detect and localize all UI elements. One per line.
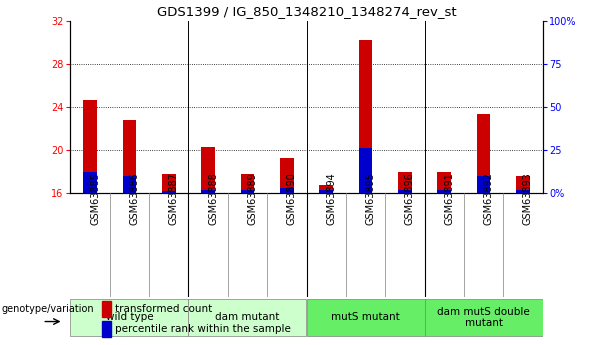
Text: GSM63894: GSM63894 — [326, 172, 336, 225]
Bar — [102, 301, 110, 317]
Text: GSM63887: GSM63887 — [169, 172, 179, 225]
Title: GDS1399 / IG_850_1348210_1348274_rev_st: GDS1399 / IG_850_1348210_1348274_rev_st — [157, 5, 456, 18]
Bar — [437, 190, 451, 193]
Text: GSM63893: GSM63893 — [523, 172, 533, 225]
Text: dam mutS double
mutant: dam mutS double mutant — [437, 307, 530, 328]
Text: wild type: wild type — [105, 313, 153, 322]
Text: GSM63891: GSM63891 — [444, 172, 454, 225]
Bar — [306, 299, 424, 336]
Bar — [70, 299, 189, 336]
Text: GSM63886: GSM63886 — [129, 172, 140, 225]
Text: GSM63888: GSM63888 — [208, 172, 218, 225]
Bar — [123, 120, 136, 193]
Bar — [201, 147, 215, 193]
Bar — [102, 322, 110, 337]
Text: GSM63890: GSM63890 — [287, 172, 297, 225]
Text: transformed count: transformed count — [115, 304, 213, 314]
Bar — [189, 299, 306, 336]
Bar — [201, 190, 215, 193]
Bar — [241, 190, 254, 193]
Bar — [477, 115, 490, 193]
Bar — [359, 148, 372, 193]
Bar — [477, 176, 490, 193]
Bar — [162, 174, 176, 193]
Bar — [162, 191, 176, 193]
Text: GSM63892: GSM63892 — [484, 172, 493, 225]
Bar — [516, 176, 530, 193]
Text: GSM63896: GSM63896 — [405, 172, 415, 225]
Text: GSM63889: GSM63889 — [248, 172, 257, 225]
Text: percentile rank within the sample: percentile rank within the sample — [115, 324, 291, 334]
Bar — [437, 171, 451, 193]
Bar — [516, 190, 530, 193]
Bar — [319, 190, 333, 193]
Bar — [398, 171, 412, 193]
Bar — [83, 172, 97, 193]
Text: GSM63895: GSM63895 — [365, 172, 376, 225]
Bar — [424, 299, 543, 336]
Bar — [280, 188, 294, 193]
Bar — [123, 176, 136, 193]
Bar — [241, 174, 254, 193]
Text: genotype/variation: genotype/variation — [1, 304, 94, 314]
Text: dam mutant: dam mutant — [215, 313, 280, 322]
Text: GSM63885: GSM63885 — [90, 172, 100, 225]
Bar — [398, 190, 412, 193]
Text: mutS mutant: mutS mutant — [331, 313, 400, 322]
Bar — [83, 100, 97, 193]
Bar — [319, 185, 333, 193]
Bar — [280, 158, 294, 193]
Bar — [359, 40, 372, 193]
